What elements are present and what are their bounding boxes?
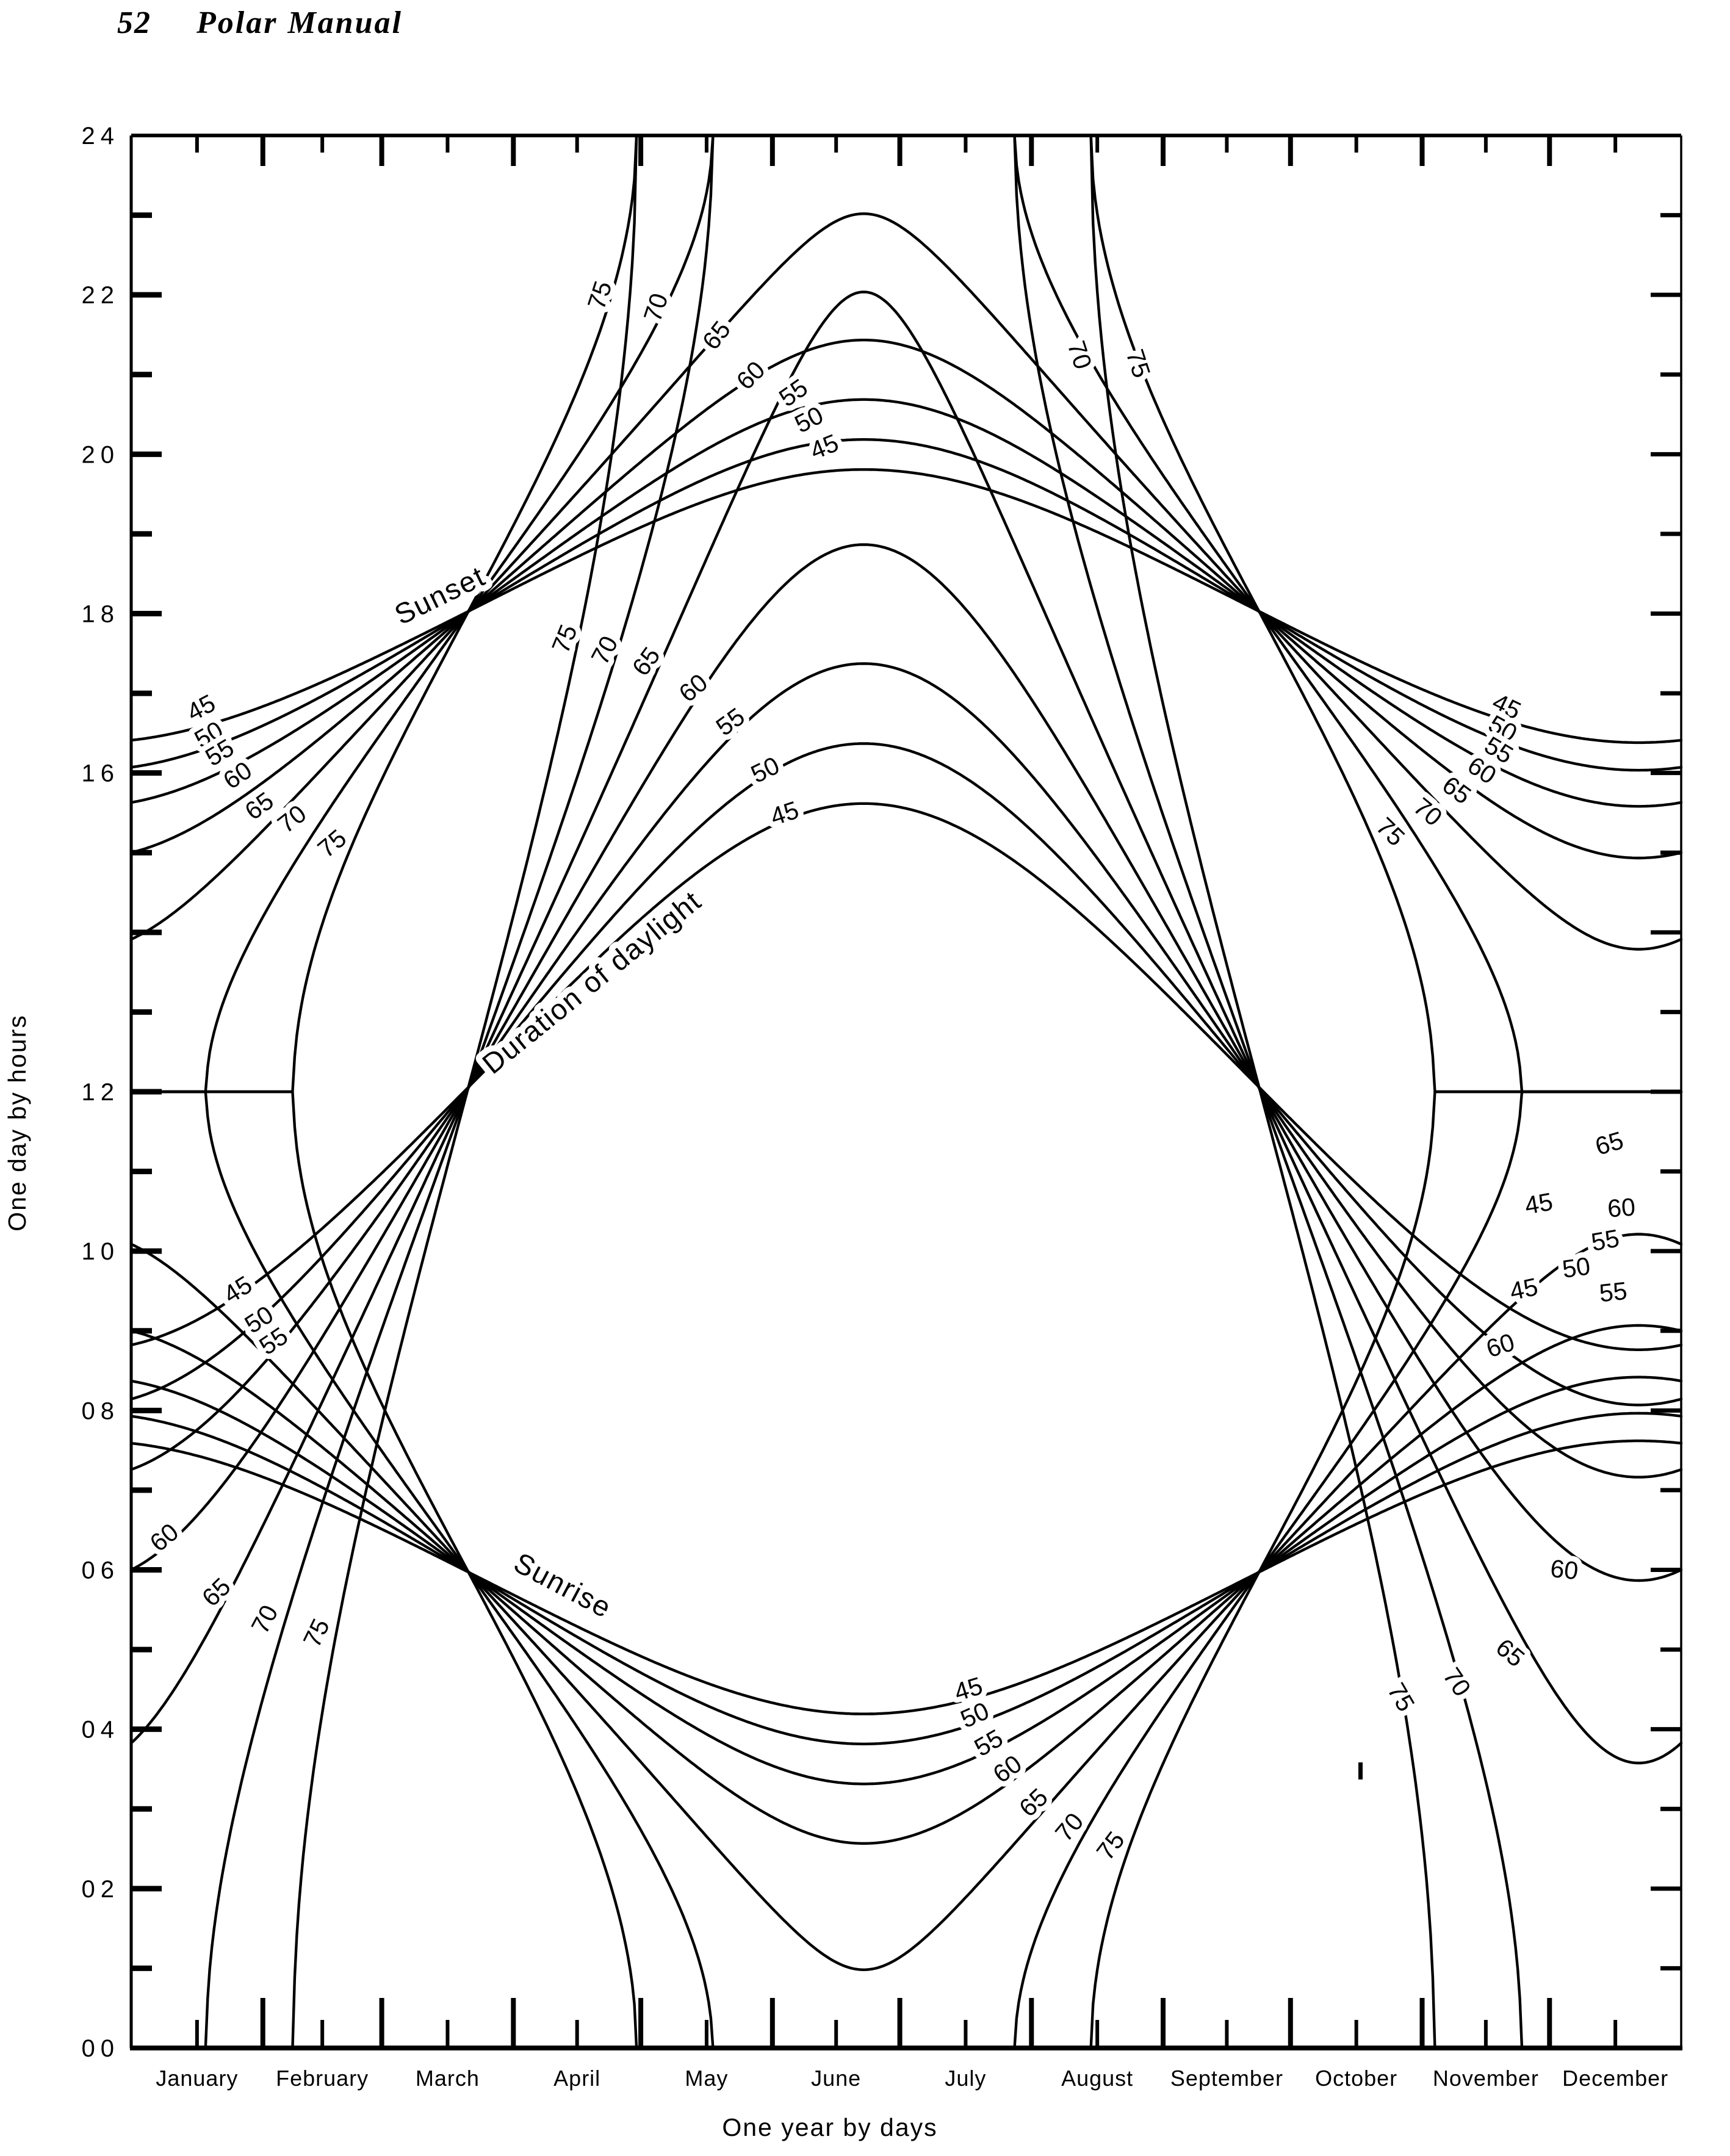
latitude-curve-label: 65	[1014, 1783, 1053, 1822]
month-label-august: August	[1061, 2066, 1133, 2091]
curve-duration-of-daylight-60	[129, 543, 1683, 1582]
y-tick-label-20: 20	[82, 441, 120, 468]
page-title: Polar Manual	[196, 5, 403, 40]
curve-sunrise-60	[129, 1324, 1683, 1845]
latitude-curve-label: 70	[1438, 1662, 1477, 1701]
curve-sunset-50	[129, 438, 1683, 772]
latitude-curve-label: 75	[298, 1614, 335, 1651]
latitude-curve-label: 70	[1062, 337, 1097, 373]
latitude-curve-label: 70	[272, 799, 311, 838]
latitude-curve-label: 70	[586, 631, 624, 669]
month-label-november: November	[1433, 2066, 1539, 2091]
latitude-curve-label: 75	[1382, 1678, 1421, 1716]
latitude-curve-label: 65	[627, 642, 666, 681]
curve-sunset-60	[129, 339, 1683, 860]
y-axis-title: One day by hours	[3, 1014, 31, 1231]
y-tick-label-00: 00	[82, 2035, 120, 2062]
y-tick-label-16: 16	[82, 760, 120, 787]
y-tick-label-02: 02	[82, 1876, 120, 1903]
scan-speck	[1358, 1762, 1363, 1779]
month-label-september: September	[1170, 2066, 1283, 2091]
y-tick-label-24: 24	[82, 123, 120, 150]
y-tick-label-04: 04	[82, 1717, 120, 1743]
page-number: 52	[117, 5, 151, 40]
curve-sunset-65	[129, 212, 1683, 951]
curve-duration-of-daylight-50	[129, 742, 1683, 1407]
y-tick-label-18: 18	[82, 601, 120, 628]
y-tick-label-22: 22	[82, 282, 120, 309]
latitude-curve-label: 60	[1483, 1328, 1518, 1363]
latitude-curve-label: 50	[1560, 1252, 1592, 1283]
curve-sunset-55	[129, 398, 1683, 808]
curve-sunset-75	[129, 134, 1683, 1094]
family-label-sunset: Sunset	[389, 560, 491, 631]
month-label-may: May	[685, 2066, 728, 2091]
curve-sunset-70	[129, 134, 1683, 1094]
curve-duration-of-daylight-55	[129, 662, 1683, 1479]
month-label-december: December	[1562, 2066, 1668, 2091]
page-header: 52 Polar Manual	[117, 5, 403, 41]
y-tick-label-10: 10	[82, 1238, 120, 1265]
curve-duration-of-daylight-45	[129, 802, 1683, 1351]
curve-sunrise-65	[129, 1233, 1683, 1971]
curve-duration-of-daylight-65	[129, 290, 1683, 1765]
latitude-curve-label: 45	[1523, 1188, 1555, 1220]
curve-sunrise-50	[129, 1411, 1683, 1745]
latitude-curve-label: 45	[1507, 1272, 1540, 1305]
month-label-march: March	[416, 2066, 480, 2091]
latitude-curve-label: 60	[145, 1518, 184, 1557]
latitude-curve-label: 60	[1549, 1554, 1579, 1585]
y-tick-label-06: 06	[82, 1557, 120, 1584]
month-label-july: July	[945, 2066, 986, 2091]
latitude-curve-label: 75	[582, 278, 618, 313]
month-label-october: October	[1315, 2066, 1397, 2091]
month-label-january: January	[156, 2066, 238, 2091]
month-label-june: June	[811, 2066, 861, 2091]
month-label-april: April	[553, 2066, 600, 2091]
latitude-curve-label: 70	[1408, 792, 1448, 832]
latitude-curve-label: 55	[1589, 1224, 1621, 1256]
latitude-curve-label: 70	[246, 1600, 284, 1638]
latitude-curve-label: 75	[546, 621, 583, 657]
latitude-curve-label: 75	[1120, 346, 1156, 381]
month-label-february: February	[276, 2066, 369, 2091]
curve-sunrise-55	[129, 1375, 1683, 1786]
latitude-curve-label: 55	[1598, 1277, 1628, 1308]
latitude-curve-label: 65	[1592, 1126, 1627, 1161]
curve-sunset-45	[129, 468, 1683, 745]
latitude-curve-label: 60	[1607, 1192, 1637, 1222]
curve-sunrise-45	[129, 1439, 1683, 1715]
y-tick-label-08: 08	[82, 1397, 120, 1424]
y-tick-label-12: 12	[82, 1079, 120, 1106]
latitude-curve-label: 65	[196, 1573, 236, 1612]
latitude-curve-label: 60	[674, 668, 713, 708]
x-axis-title: One year by days	[722, 2113, 937, 2141]
latitude-curve-label: 70	[638, 290, 674, 325]
latitude-curve-label: 70	[1050, 1808, 1089, 1847]
latitude-curve-label: 55	[711, 702, 750, 741]
